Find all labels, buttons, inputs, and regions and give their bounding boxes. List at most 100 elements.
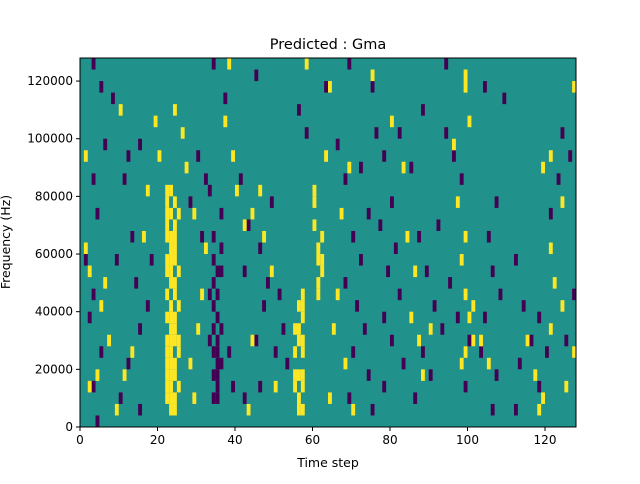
heatmap-cell xyxy=(165,184,170,197)
heatmap-cell xyxy=(196,150,201,162)
heatmap-cell xyxy=(207,334,212,347)
heatmap-cell xyxy=(335,288,340,301)
heatmap-cell xyxy=(300,300,305,312)
heatmap-cell xyxy=(95,369,100,381)
heatmap-cell xyxy=(293,323,298,335)
heatmap-cell xyxy=(324,81,329,93)
heatmap-cell xyxy=(231,380,236,393)
heatmap-cell xyxy=(541,392,546,404)
heatmap-cell xyxy=(114,254,119,266)
heatmap-cell xyxy=(370,69,375,82)
heatmap-cell xyxy=(269,265,274,278)
x-tick-label: 80 xyxy=(382,433,397,447)
heatmap-cell xyxy=(525,334,530,347)
heatmap-cell xyxy=(122,173,127,185)
heatmap-cell xyxy=(328,392,332,404)
heatmap-cell xyxy=(196,323,201,335)
heatmap-cell xyxy=(448,277,453,289)
heatmap-cell xyxy=(548,207,553,220)
heatmap-cell xyxy=(169,380,174,393)
heatmap-cell xyxy=(343,173,348,185)
heatmap-cell xyxy=(428,323,433,335)
heatmap-cell xyxy=(285,357,290,370)
heatmap-cell xyxy=(537,311,542,324)
y-tick-label: 0 xyxy=(65,420,73,434)
heatmap-cell xyxy=(99,346,104,358)
heatmap-cell xyxy=(122,369,127,381)
heatmap-cell xyxy=(463,81,468,93)
heatmap-cell xyxy=(432,300,437,312)
heatmap-cell xyxy=(111,92,115,105)
heatmap-cell xyxy=(490,265,495,278)
heatmap-cell xyxy=(572,346,577,358)
heatmap-cell xyxy=(173,369,177,381)
heatmap-cell xyxy=(87,311,92,324)
heatmap-cell xyxy=(397,127,402,139)
heatmap-cell xyxy=(223,92,228,105)
heatmap-cell xyxy=(231,150,236,162)
heatmap-cell xyxy=(258,380,263,393)
heatmap-cell xyxy=(273,346,278,358)
heatmap-cell xyxy=(343,357,348,370)
heatmap-cell xyxy=(184,161,189,174)
heatmap-cell xyxy=(304,127,309,139)
heatmap-cell xyxy=(556,173,561,185)
heatmap-cell xyxy=(173,196,177,208)
heatmap-cell xyxy=(169,184,174,197)
heatmap-cell xyxy=(215,334,220,347)
heatmap-cell xyxy=(173,288,177,301)
heatmap-cell xyxy=(421,346,425,358)
heatmap-cell xyxy=(211,58,216,70)
heatmap-cell xyxy=(339,207,344,220)
heatmap-cell xyxy=(215,288,220,301)
heatmap-cell xyxy=(421,104,425,116)
heatmap-cell xyxy=(517,357,522,370)
heatmap-cell xyxy=(328,81,332,93)
heatmap-cell xyxy=(568,150,573,162)
heatmap-cell xyxy=(459,357,464,370)
heatmap-cell xyxy=(421,369,425,381)
heatmap-cell xyxy=(95,415,100,427)
heatmap-cell xyxy=(192,207,197,220)
heatmap-cell xyxy=(219,265,224,278)
heatmap-cell xyxy=(343,277,348,289)
heatmap-cell xyxy=(436,219,441,231)
heatmap-cell xyxy=(548,242,553,255)
heatmap-cell xyxy=(529,334,534,347)
heatmap-cell xyxy=(192,392,197,404)
heatmap-cell xyxy=(215,265,220,278)
heatmap-cell xyxy=(215,311,220,324)
heatmap-cell xyxy=(169,254,174,266)
heatmap-cell xyxy=(452,150,456,162)
heatmap-cell xyxy=(173,403,177,416)
heatmap-cell xyxy=(173,104,177,116)
heatmap-cell xyxy=(277,288,282,301)
heatmap-cell xyxy=(114,403,119,416)
heatmap-cell xyxy=(545,346,549,358)
heatmap-cell xyxy=(169,334,174,347)
heatmap-cell xyxy=(483,81,487,93)
heatmap-cell xyxy=(91,173,96,185)
heatmap-cell xyxy=(347,392,352,404)
heatmap-cell xyxy=(479,346,484,358)
heatmap-cell xyxy=(173,230,177,243)
heatmap-cell xyxy=(297,300,301,312)
heatmap-cell xyxy=(211,254,216,266)
heatmap-cell xyxy=(165,346,170,358)
heatmap-cell xyxy=(467,334,472,347)
heatmap-cell xyxy=(215,392,220,404)
heatmap-cell xyxy=(211,323,216,335)
heatmap-cell xyxy=(258,184,263,197)
heatmap-cell xyxy=(541,161,546,174)
heatmap-cell xyxy=(227,346,232,358)
heatmap-cell xyxy=(351,230,356,243)
heatmap-cell xyxy=(211,277,216,289)
heatmap-cell xyxy=(87,380,92,393)
heatmap-cell xyxy=(300,380,305,393)
heatmap-cell xyxy=(359,254,363,266)
heatmap-cell xyxy=(173,392,177,404)
heatmap-cell xyxy=(211,392,216,404)
heatmap-cell xyxy=(242,219,247,231)
heatmap-cell xyxy=(467,115,472,128)
heatmap-cell xyxy=(173,242,177,255)
